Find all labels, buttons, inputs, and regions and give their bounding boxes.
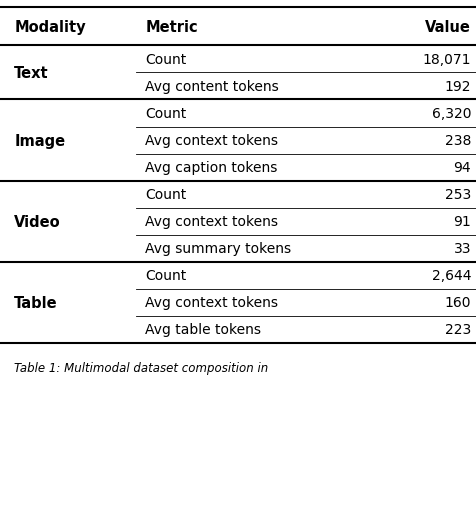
Text: Count: Count [145,269,187,282]
Text: Avg caption tokens: Avg caption tokens [145,161,278,175]
Text: Avg table tokens: Avg table tokens [145,323,261,336]
Text: 253: 253 [445,188,471,202]
Text: Avg context tokens: Avg context tokens [145,215,278,229]
Text: Image: Image [14,133,65,148]
Text: 33: 33 [454,242,471,256]
Text: Avg content tokens: Avg content tokens [145,80,279,94]
Text: Text: Text [14,66,49,81]
Text: 2,644: 2,644 [432,269,471,282]
Text: 192: 192 [445,80,471,94]
Text: Count: Count [145,188,187,202]
Text: Video: Video [14,214,61,229]
Text: 238: 238 [445,134,471,148]
Text: Modality: Modality [14,19,86,35]
Text: 94: 94 [454,161,471,175]
Text: Avg context tokens: Avg context tokens [145,296,278,309]
Text: 91: 91 [454,215,471,229]
Text: 18,071: 18,071 [423,53,471,67]
Text: 223: 223 [445,323,471,336]
Text: 160: 160 [445,296,471,309]
Text: Avg context tokens: Avg context tokens [145,134,278,148]
Text: Table: Table [14,295,58,310]
Text: Count: Count [145,107,187,121]
Text: 6,320: 6,320 [432,107,471,121]
Text: Count: Count [145,53,187,67]
Text: Value: Value [426,19,471,35]
Text: Avg summary tokens: Avg summary tokens [145,242,291,256]
Text: Metric: Metric [145,19,198,35]
Text: Table 1: Multimodal dataset composition in: Table 1: Multimodal dataset composition … [14,361,268,374]
